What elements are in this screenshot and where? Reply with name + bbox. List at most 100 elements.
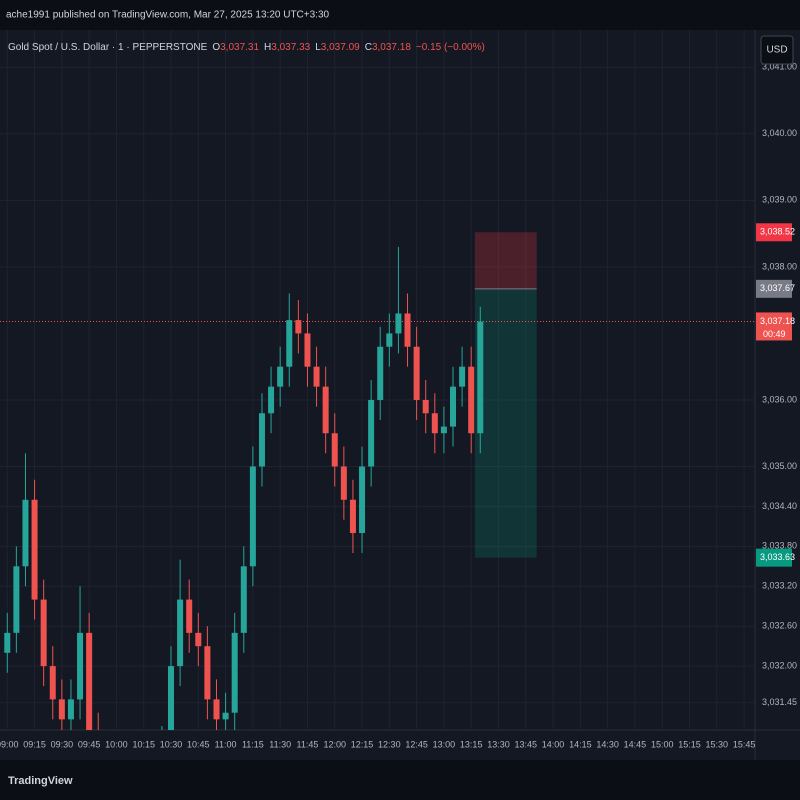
candle-body: [368, 399, 375, 467]
candle-body: [204, 646, 211, 700]
x-tick-label: 14:45: [624, 739, 647, 749]
y-tick-label: 3,033.20: [762, 581, 797, 591]
candle-body: [67, 699, 74, 720]
y-tick-label: 3,041.00: [762, 62, 797, 72]
x-tick-label: 11:15: [242, 739, 264, 749]
candle-body: [404, 313, 411, 347]
candle-body: [313, 366, 320, 387]
x-tick-label: 10:00: [105, 739, 128, 749]
publish-info: ache1991 published on TradingView.com, M…: [6, 10, 330, 21]
x-tick-label: 10:45: [187, 739, 210, 749]
stop-label-box: [756, 223, 792, 242]
x-tick-label: 11:45: [297, 739, 319, 749]
target-zone: [474, 288, 537, 558]
candle-body: [277, 366, 284, 387]
candle-body: [477, 321, 484, 434]
candle-body: [240, 566, 247, 633]
last-price-label: 3,037.18: [760, 316, 795, 326]
x-tick-label: 10:30: [160, 739, 183, 749]
x-tick-label: 14:30: [596, 739, 619, 749]
candle-body: [349, 499, 356, 534]
x-tick-label: 12:45: [405, 739, 428, 749]
x-tick-label: 12:00: [323, 739, 346, 749]
candle-body: [186, 599, 193, 633]
currency[interactable]: USD: [766, 45, 787, 56]
candle-body: [249, 466, 256, 567]
candle-body: [58, 699, 65, 720]
axes: 3,041.00 3,040.00 3,039.00 3,038.00 3,036.00…: [0, 62, 797, 750]
ohlc-value: 3,037.33: [271, 42, 310, 53]
candle-body: [331, 433, 338, 467]
target-label: 3,033.63: [760, 552, 795, 562]
x-tick-label: 10:15: [132, 739, 155, 749]
stop-label: 3,038.52: [760, 227, 795, 237]
candle-body: [395, 313, 402, 334]
symbol-legend: Gold Spot / U.S. Dollar · 1 · PEPPERSTON…: [8, 42, 485, 53]
y-tick-label: 3,034.40: [762, 501, 797, 511]
candle-body: [359, 466, 366, 534]
grid: [0, 30, 755, 730]
candle-body: [13, 566, 20, 633]
entry-label: 3,037.67: [760, 283, 795, 293]
candle-body: [386, 333, 393, 347]
x-tick-label: 13:30: [487, 739, 510, 749]
x-tick-label: 12:15: [351, 739, 374, 749]
candle-body: [258, 413, 265, 467]
stop-zone: [474, 232, 537, 289]
candle-body: [413, 346, 420, 400]
candle-body: [31, 499, 38, 600]
candle-body: [22, 499, 29, 567]
x-tick-label: 14:15: [569, 739, 592, 749]
candle-body: [49, 666, 56, 700]
x-tick-label: 09:30: [51, 739, 74, 749]
ohlc-value: 3,037.09: [321, 42, 360, 53]
candle-body: [222, 712, 229, 720]
candle-body: [86, 632, 93, 730]
x-tick-label: 12:30: [378, 739, 401, 749]
ohlc-value: 3,037.31: [220, 42, 259, 53]
currency-button[interactable]: [760, 35, 794, 65]
ohlc-key: L: [315, 42, 321, 53]
y-tick-label: 3,032.60: [762, 621, 797, 631]
entry-label-box: [756, 279, 792, 298]
candle-body: [450, 386, 456, 427]
candle-body: [286, 320, 293, 367]
candle-body: [231, 632, 238, 713]
x-tick-label: 13:00: [433, 739, 456, 749]
x-tick-label: 09:00: [0, 739, 19, 749]
y-tick-label: 3,036.00: [762, 394, 797, 404]
y-tick-label: 3,031.45: [762, 697, 797, 707]
last-price-label-box: [756, 312, 792, 341]
target-label-box: [756, 548, 792, 567]
plot: [0, 232, 755, 730]
candle-body: [431, 413, 438, 434]
candle-body: [4, 632, 11, 653]
x-tick-label: 14:00: [542, 739, 565, 749]
footer-logo: TradingView: [8, 775, 73, 787]
ohlc-key: O: [212, 42, 220, 53]
y-tick-label: 3,040.00: [762, 128, 797, 138]
ohlc-value: 3,037.18: [372, 42, 411, 53]
candle-body: [304, 333, 311, 367]
candle-body: [422, 399, 429, 414]
candle-body: [177, 599, 184, 667]
candle-body: [340, 466, 347, 500]
x-tick-label: 15:45: [733, 739, 756, 749]
change: −0.15 (−0.00%): [416, 42, 485, 53]
candle-body: [40, 599, 47, 667]
candle-body: [322, 386, 329, 434]
y-tick-label: 3,033.80: [762, 541, 797, 551]
symbol-name: Gold Spot / U.S. Dollar · 1 · PEPPERSTON…: [8, 42, 208, 53]
candle-body: [377, 346, 384, 400]
x-tick-label: 09:45: [78, 739, 101, 749]
x-tick-label: 11:00: [215, 739, 237, 749]
candle-body: [213, 699, 220, 720]
candle-body: [268, 386, 275, 414]
ohlc-key: C: [365, 42, 372, 53]
ohlc-key: H: [264, 42, 271, 53]
x-tick-label: 13:45: [515, 739, 538, 749]
y-tick-label: 3,032.00: [762, 660, 797, 670]
countdown: 00:49: [763, 329, 786, 339]
candle-body: [295, 320, 302, 334]
y-tick-label: 3,039.00: [762, 195, 797, 205]
